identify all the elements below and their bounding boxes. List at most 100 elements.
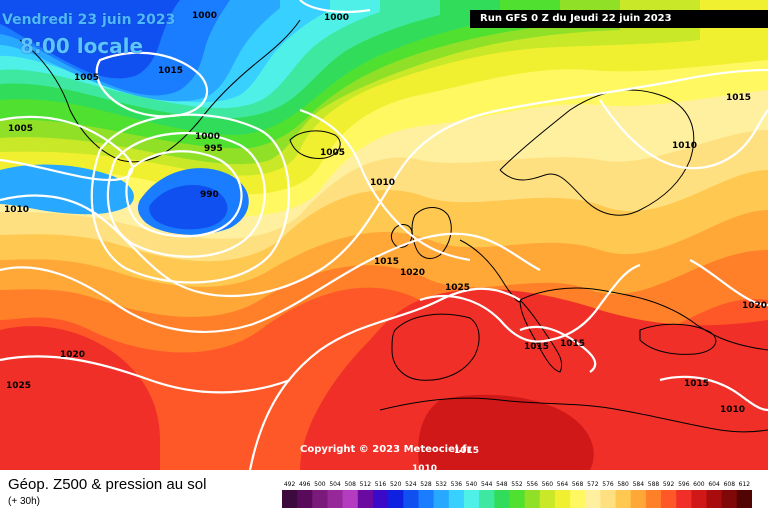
pressure-label: 1005 (74, 73, 99, 83)
scale-tick-label: 532 (435, 481, 447, 488)
mainland-europe-coast (459, 239, 768, 351)
pressure-label: 1020 (400, 268, 425, 278)
geopotential-fill (0, 0, 768, 470)
pressure-label: 1010 (672, 141, 697, 151)
scale-swatch (297, 490, 313, 508)
scale-tick-label: 584 (633, 481, 645, 488)
scale-tick-label: 540 (466, 481, 478, 488)
pressure-label: 1015 (374, 257, 399, 267)
scale-swatch (388, 490, 404, 508)
scale-tick-label: 556 (526, 481, 538, 488)
scale-tick-label: 528 (420, 481, 432, 488)
scale-swatch (554, 490, 571, 508)
scale-tick-label: 588 (648, 481, 660, 488)
scale-swatch (463, 490, 480, 508)
scale-swatch (645, 490, 662, 508)
scale-swatch (630, 490, 647, 508)
pressure-label: 1015 (726, 93, 751, 103)
scale-swatch (357, 490, 374, 508)
scale-swatch (691, 490, 708, 508)
pressure-label: 1025 (445, 283, 470, 293)
scale-tick-label: 596 (678, 481, 690, 488)
pressure-label: 1015 (454, 446, 479, 456)
scale-swatch (539, 490, 556, 508)
scale-swatch (600, 490, 617, 508)
scale-tick-label: 576 (602, 481, 614, 488)
color-scale-legend: 492 496 500 504 508 512 516 520 524 528 532 536 540 5… (282, 481, 752, 508)
scale-tick-label: 544 (481, 481, 493, 488)
scandinavia-coast (499, 89, 695, 216)
scale-swatch (721, 490, 738, 508)
scale-tick-label: 552 (511, 481, 523, 488)
iceland-coast (289, 130, 341, 159)
scale-tick-label: 600 (693, 481, 705, 488)
weather-map: 1000 1000 1005 1015 1005 1000 995 990 10… (0, 0, 768, 470)
scale-tick-label: 492 (284, 481, 296, 488)
scale-swatch (585, 490, 601, 508)
scale-swatch (661, 490, 677, 508)
scale-swatch (479, 490, 495, 508)
pressure-label: 1010 (370, 178, 395, 188)
pressure-label: 1020 (742, 301, 767, 311)
scale-tick-label: 496 (299, 481, 311, 488)
pressure-label: 1025 (6, 381, 31, 391)
scale-swatch (736, 490, 752, 508)
scale-swatch (509, 490, 526, 508)
scale-tick-label: 500 (314, 481, 326, 488)
pressure-label: 1010 (720, 405, 745, 415)
scale-tick-label: 524 (405, 481, 417, 488)
scale-swatch (524, 490, 541, 508)
scale-swatch (433, 490, 450, 508)
scale-swatch (570, 490, 586, 508)
forecast-step: (+ 30h) (8, 496, 40, 507)
scale-swatch (615, 490, 632, 508)
scale-swatch (676, 490, 692, 508)
pressure-label: 1000 (192, 11, 217, 21)
scale-tick-label: 580 (617, 481, 629, 488)
pressure-label: 1005 (8, 124, 33, 134)
scale-tick-label: 604 (708, 481, 720, 488)
copyright-notice: Copyright © 2023 Meteociel.fr (300, 444, 472, 455)
scale-swatch (327, 490, 344, 508)
scale-swatch (312, 490, 328, 508)
scale-tick-label: 536 (451, 481, 463, 488)
pressure-label: 1020 (60, 350, 85, 360)
scale-tick-label: 612 (739, 481, 751, 488)
map-title: Géop. Z500 & pression au sol (8, 476, 207, 493)
pressure-label: 1015 (684, 379, 709, 389)
scale-tick-label: 564 (557, 481, 569, 488)
pressure-label: 1015 (158, 66, 183, 76)
pressure-label: 990 (200, 190, 219, 200)
scale-tick-label: 572 (587, 481, 599, 488)
british-isles-coast (411, 207, 452, 259)
pressure-label: 1005 (320, 148, 345, 158)
pressure-label: 995 (204, 144, 223, 154)
pressure-label: 1015 (524, 342, 549, 352)
pressure-label: 1015 (560, 339, 585, 349)
scale-swatch (373, 490, 389, 508)
greenland-coast (19, 19, 301, 163)
scale-swatch (706, 490, 723, 508)
isobars (0, 0, 768, 470)
africa-coast (379, 397, 768, 433)
scale-swatch (403, 490, 419, 508)
scale-swatch (282, 490, 298, 508)
forecast-date: Vendredi 23 juin 2023 (2, 12, 176, 28)
scale-tick-label: 516 (375, 481, 387, 488)
run-info: Run GFS 0 Z du Jeudi 22 juin 2023 (470, 10, 768, 28)
pressure-label: 1010 (412, 464, 437, 470)
iberia-coast (391, 313, 480, 381)
scale-tick-label: 592 (663, 481, 675, 488)
scale-swatch (342, 490, 359, 508)
black-sea-coast (639, 323, 717, 355)
scale-tick-label: 608 (724, 481, 736, 488)
scale-swatch (418, 490, 435, 508)
forecast-time: 8:00 locale (20, 34, 144, 58)
scale-tick-label: 520 (390, 481, 402, 488)
pressure-label: 1000 (195, 132, 220, 142)
coastlines (19, 19, 768, 433)
scale-tick-label: 508 (344, 481, 356, 488)
scale-tick-label: 504 (329, 481, 341, 488)
scale-tick-label: 568 (572, 481, 584, 488)
scale-swatch (448, 490, 465, 508)
